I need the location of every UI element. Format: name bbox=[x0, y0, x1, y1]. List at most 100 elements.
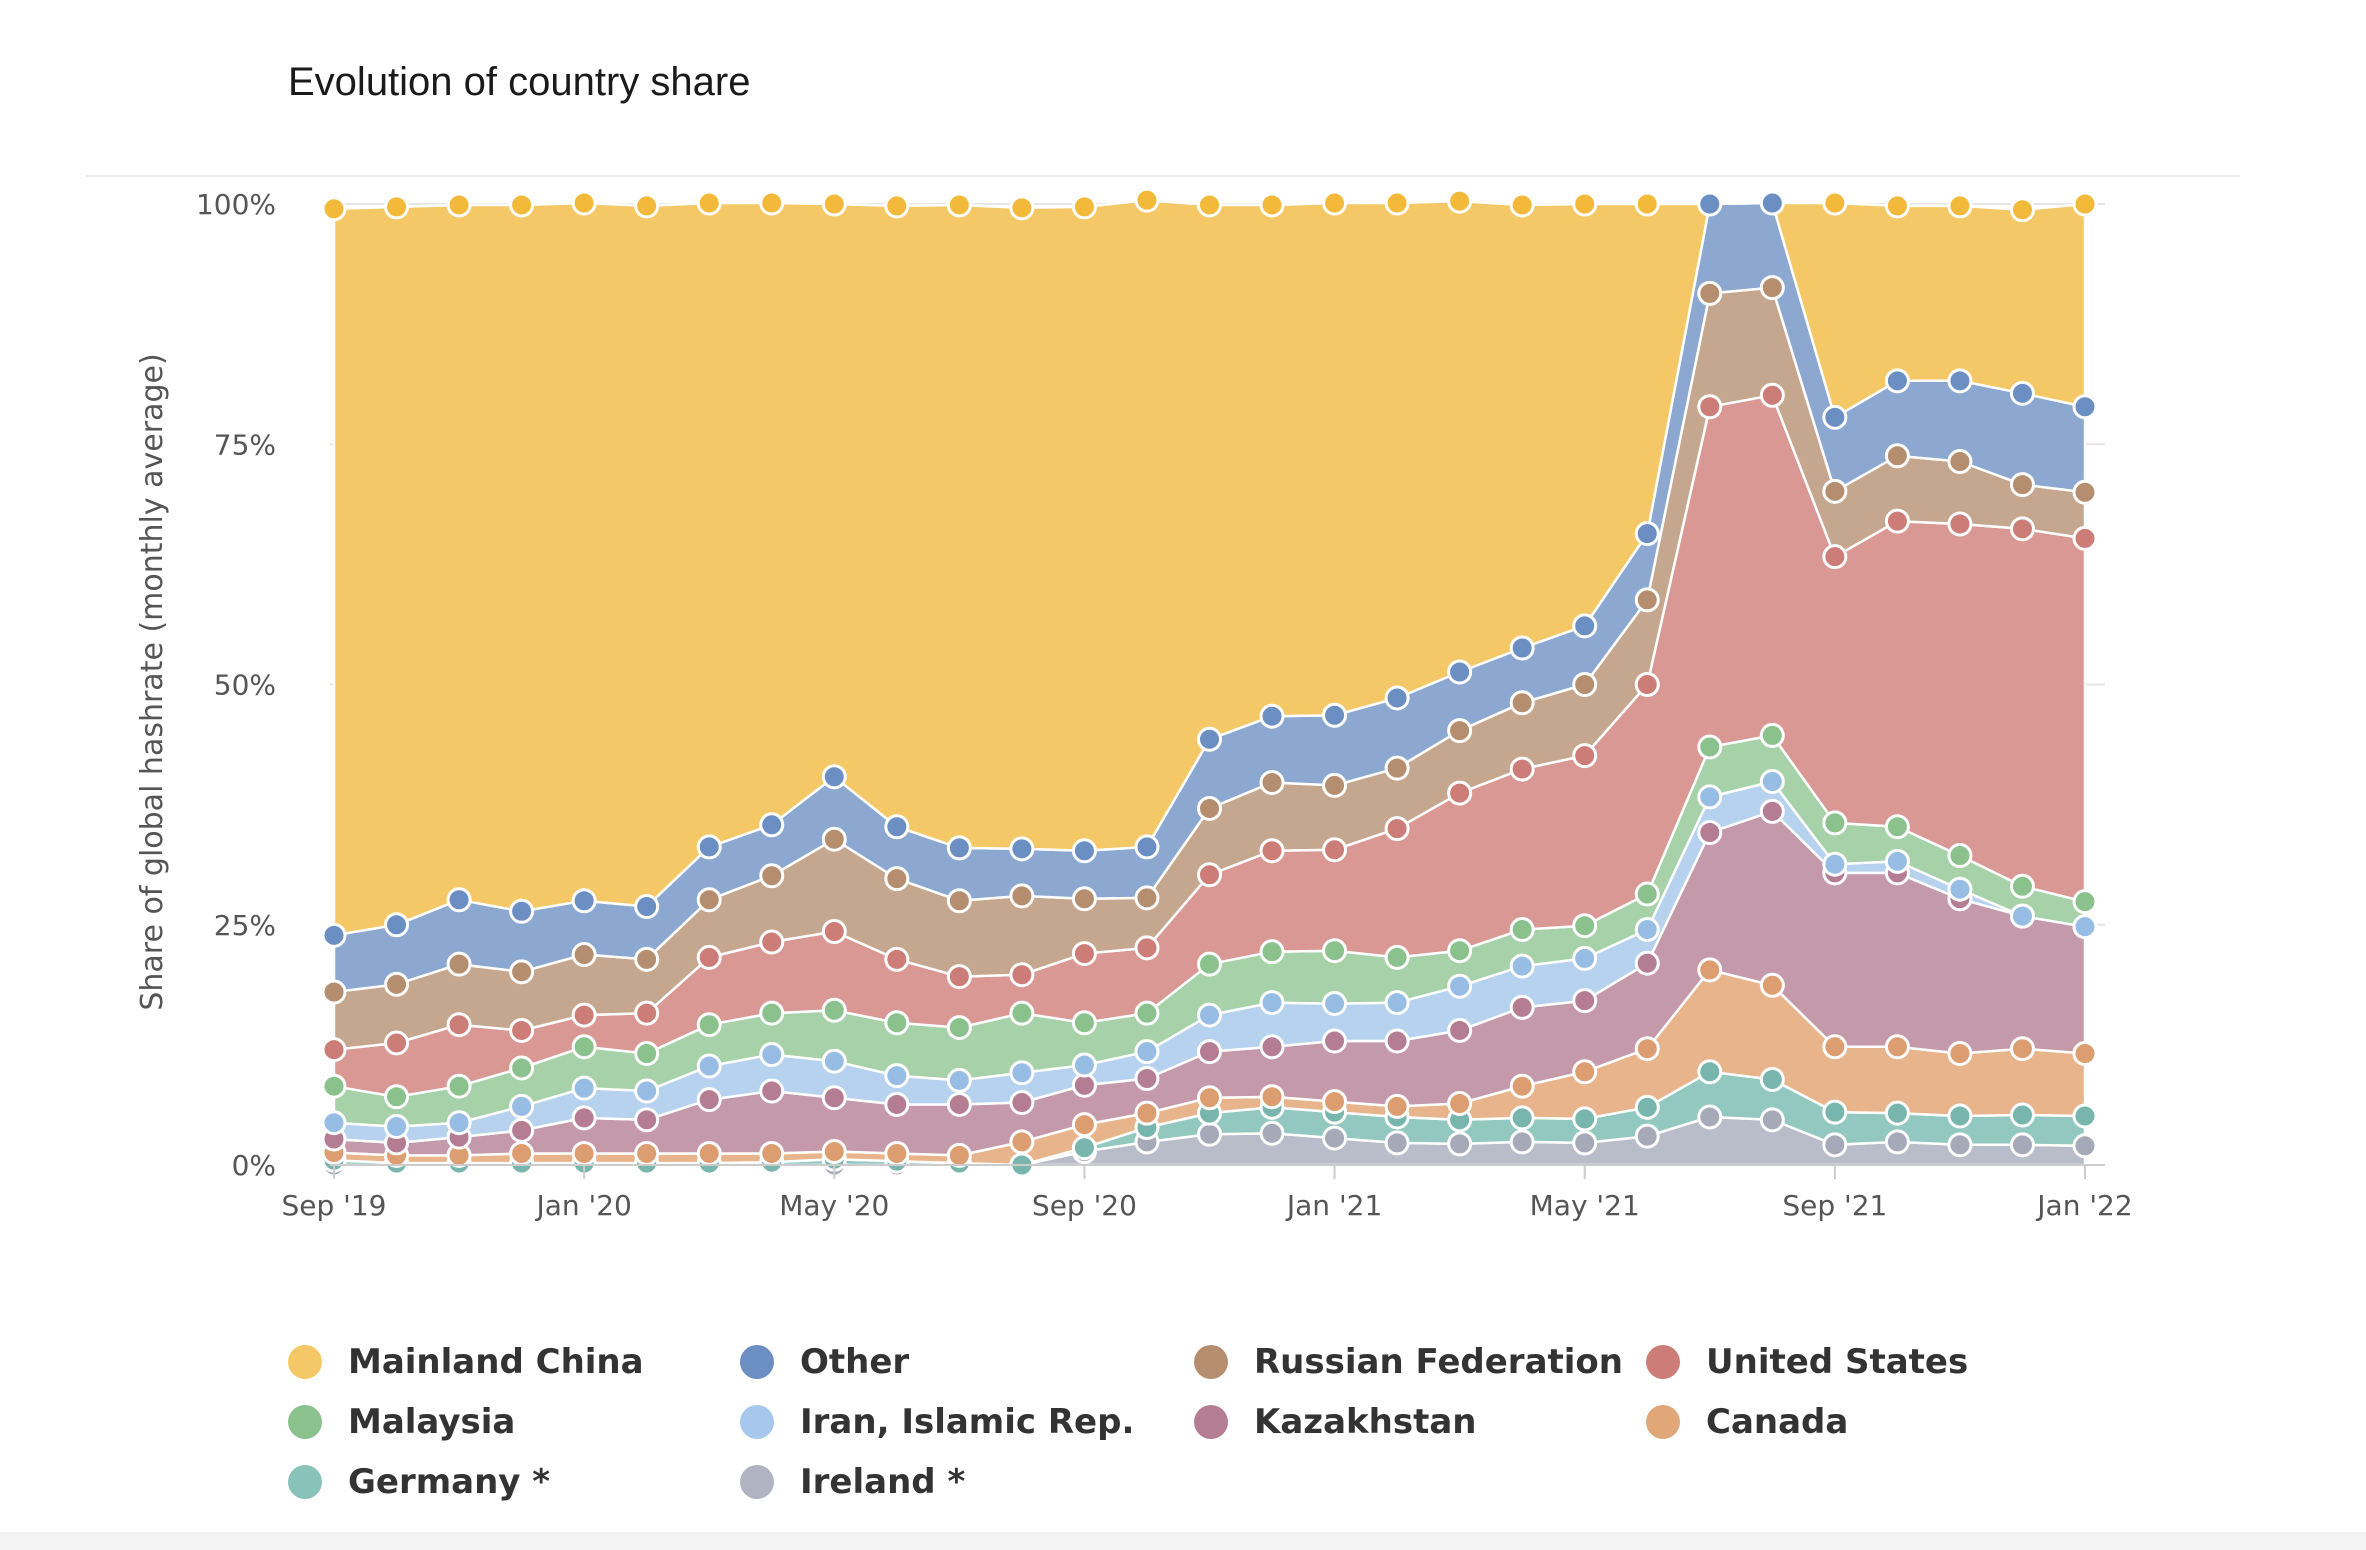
point-mainland-china[interactable] bbox=[571, 190, 597, 216]
legend-item-mainland-china[interactable]: Mainland China bbox=[288, 1340, 644, 1384]
point-mainland-china[interactable] bbox=[1071, 194, 1097, 220]
point-ireland[interactable] bbox=[1572, 1130, 1598, 1156]
point-iran-islamic-rep[interactable] bbox=[1197, 1002, 1222, 1028]
point-united-states[interactable] bbox=[1447, 780, 1473, 806]
legend-item-germany[interactable]: Germany * bbox=[288, 1460, 550, 1504]
point-germany[interactable] bbox=[1947, 1103, 1973, 1129]
point-other[interactable] bbox=[2072, 394, 2098, 420]
point-kazakhstan[interactable] bbox=[1572, 988, 1598, 1014]
point-russian-federation[interactable] bbox=[446, 951, 472, 977]
point-other[interactable] bbox=[571, 888, 597, 914]
point-other[interactable] bbox=[1071, 838, 1097, 864]
point-iran-islamic-rep[interactable] bbox=[509, 1093, 535, 1119]
point-iran-islamic-rep[interactable] bbox=[634, 1078, 660, 1104]
point-kazakhstan[interactable] bbox=[1384, 1028, 1410, 1054]
point-other[interactable] bbox=[1947, 368, 1973, 394]
point-canada[interactable] bbox=[1322, 1089, 1348, 1115]
point-russian-federation[interactable] bbox=[1322, 772, 1348, 798]
point-united-states[interactable] bbox=[2072, 525, 2098, 551]
point-kazakhstan[interactable] bbox=[1322, 1028, 1348, 1054]
point-canada[interactable] bbox=[1572, 1059, 1598, 1085]
point-russian-federation[interactable] bbox=[1572, 672, 1598, 697]
point-iran-islamic-rep[interactable] bbox=[1322, 991, 1348, 1017]
point-other[interactable] bbox=[634, 893, 660, 919]
point-russian-federation[interactable] bbox=[946, 888, 972, 914]
point-kazakhstan[interactable] bbox=[696, 1087, 722, 1113]
point-united-states[interactable] bbox=[1197, 862, 1222, 888]
point-russian-federation[interactable] bbox=[1697, 280, 1723, 306]
point-united-states[interactable] bbox=[1822, 544, 1848, 570]
point-united-states[interactable] bbox=[696, 944, 722, 970]
point-mainland-china[interactable] bbox=[1947, 193, 1973, 219]
point-malaysia[interactable] bbox=[509, 1055, 535, 1081]
point-united-states[interactable] bbox=[571, 1002, 597, 1028]
point-canada[interactable] bbox=[1134, 1100, 1160, 1126]
point-iran-islamic-rep[interactable] bbox=[759, 1041, 785, 1067]
point-canada[interactable] bbox=[2072, 1041, 2098, 1067]
point-canada[interactable] bbox=[1947, 1041, 1973, 1067]
point-russian-federation[interactable] bbox=[2072, 479, 2098, 505]
point-russian-federation[interactable] bbox=[1509, 690, 1535, 716]
point-united-states[interactable] bbox=[759, 929, 785, 955]
point-kazakhstan[interactable] bbox=[1259, 1034, 1285, 1060]
point-germany[interactable] bbox=[2072, 1103, 2098, 1129]
point-malaysia[interactable] bbox=[1009, 1000, 1035, 1026]
point-iran-islamic-rep[interactable] bbox=[1759, 769, 1785, 795]
point-canada[interactable] bbox=[946, 1142, 972, 1168]
point-ireland[interactable] bbox=[1447, 1131, 1473, 1157]
point-other[interactable] bbox=[1134, 834, 1160, 860]
point-iran-islamic-rep[interactable] bbox=[446, 1110, 472, 1136]
point-malaysia[interactable] bbox=[1822, 810, 1848, 836]
data-points[interactable] bbox=[321, 187, 2098, 1178]
point-ireland[interactable] bbox=[1259, 1120, 1285, 1146]
point-malaysia[interactable] bbox=[2072, 889, 2098, 915]
point-mainland-china[interactable] bbox=[321, 196, 347, 222]
point-mainland-china[interactable] bbox=[1634, 191, 1660, 217]
point-ireland[interactable] bbox=[1947, 1132, 1973, 1158]
point-iran-islamic-rep[interactable] bbox=[821, 1048, 847, 1074]
point-germany[interactable] bbox=[1634, 1094, 1660, 1120]
point-other[interactable] bbox=[446, 887, 472, 913]
point-kazakhstan[interactable] bbox=[1759, 798, 1785, 824]
point-mainland-china[interactable] bbox=[384, 194, 410, 220]
point-malaysia[interactable] bbox=[384, 1084, 410, 1110]
point-russian-federation[interactable] bbox=[1884, 443, 1910, 469]
point-united-states[interactable] bbox=[321, 1037, 347, 1063]
point-ireland[interactable] bbox=[1759, 1107, 1785, 1133]
point-russian-federation[interactable] bbox=[1759, 275, 1785, 301]
point-canada[interactable] bbox=[1822, 1034, 1848, 1060]
point-other[interactable] bbox=[321, 922, 347, 948]
point-malaysia[interactable] bbox=[634, 1041, 660, 1067]
point-other[interactable] bbox=[1509, 635, 1535, 661]
point-malaysia[interactable] bbox=[1384, 944, 1410, 970]
point-canada[interactable] bbox=[571, 1140, 597, 1166]
point-iran-islamic-rep[interactable] bbox=[1071, 1052, 1097, 1078]
point-canada[interactable] bbox=[509, 1140, 535, 1166]
point-mainland-china[interactable] bbox=[821, 191, 847, 217]
point-united-states[interactable] bbox=[884, 946, 910, 972]
point-malaysia[interactable] bbox=[1697, 734, 1723, 760]
point-ireland[interactable] bbox=[1322, 1125, 1348, 1151]
point-other[interactable] bbox=[1447, 659, 1473, 685]
point-united-states[interactable] bbox=[1009, 962, 1035, 988]
point-germany[interactable] bbox=[1822, 1099, 1848, 1125]
point-iran-islamic-rep[interactable] bbox=[946, 1067, 972, 1093]
point-malaysia[interactable] bbox=[1509, 917, 1535, 943]
point-malaysia[interactable] bbox=[1322, 938, 1348, 964]
legend-item-kazakhstan[interactable]: Kazakhstan bbox=[1194, 1400, 1476, 1444]
point-mainland-china[interactable] bbox=[2009, 197, 2035, 223]
point-malaysia[interactable] bbox=[1759, 722, 1785, 748]
point-united-states[interactable] bbox=[2009, 516, 2035, 542]
point-malaysia[interactable] bbox=[1884, 814, 1910, 840]
point-russian-federation[interactable] bbox=[1634, 587, 1660, 613]
point-russian-federation[interactable] bbox=[1947, 449, 1973, 475]
point-iran-islamic-rep[interactable] bbox=[884, 1063, 910, 1089]
point-russian-federation[interactable] bbox=[1259, 770, 1285, 796]
point-russian-federation[interactable] bbox=[696, 887, 722, 913]
point-malaysia[interactable] bbox=[571, 1034, 597, 1060]
point-iran-islamic-rep[interactable] bbox=[1947, 876, 1973, 902]
point-iran-islamic-rep[interactable] bbox=[1509, 953, 1535, 979]
legend-item-ireland[interactable]: Ireland * bbox=[740, 1460, 965, 1504]
point-canada[interactable] bbox=[1759, 972, 1785, 998]
point-iran-islamic-rep[interactable] bbox=[1009, 1060, 1035, 1086]
